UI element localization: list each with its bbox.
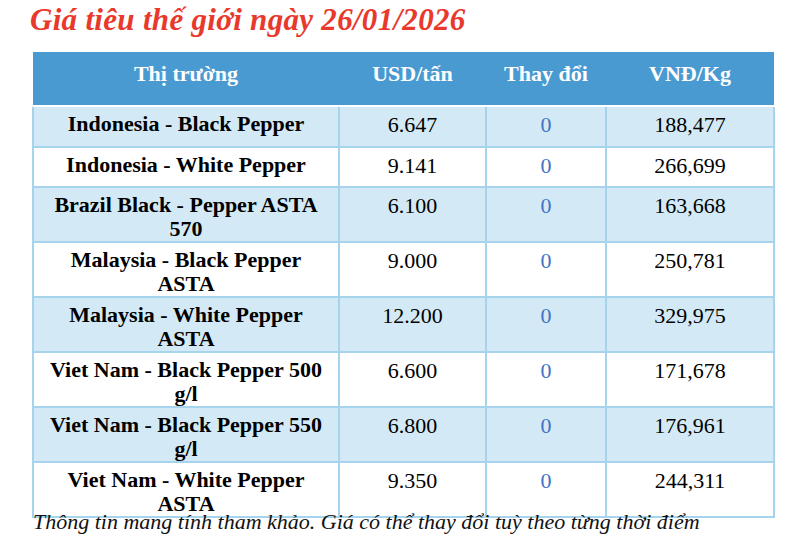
- table-row: Viet Nam - Black Pepper 550g/l 6.800 0 1…: [33, 407, 774, 462]
- usd-cell: 9.000: [339, 242, 486, 297]
- table-header-row: Thị trường USD/tấn Thay đổi VNĐ/Kg: [33, 52, 774, 106]
- change-cell: 0: [486, 407, 606, 462]
- market-name: Indonesia - Black Pepper: [36, 112, 336, 136]
- change-cell: 0: [486, 297, 606, 352]
- market-cell: Malaysia - Black PepperASTA: [33, 242, 339, 297]
- usd-cell: 6.600: [339, 352, 486, 407]
- market-cell: Indonesia - Black Pepper: [33, 106, 339, 147]
- change-cell: 0: [486, 352, 606, 407]
- usd-cell: 9.141: [339, 147, 486, 187]
- page-title: Giá tiêu thế giới ngày 26/01/2026: [30, 2, 466, 38]
- change-cell: 0: [486, 242, 606, 297]
- table-row: Indonesia - Black Pepper 6.647 0 188,477: [33, 106, 774, 147]
- market-name-line2: ASTA: [36, 272, 336, 296]
- vnd-cell: 329,975: [606, 297, 774, 352]
- table-row: Brazil Black - Pepper ASTA570 6.100 0 16…: [33, 187, 774, 242]
- vnd-cell: 163,668: [606, 187, 774, 242]
- market-name: Brazil Black - Pepper ASTA: [36, 193, 336, 217]
- market-name: Indonesia - White Pepper: [36, 153, 336, 177]
- market-name-line2: g/l: [36, 382, 336, 406]
- usd-cell: 6.800: [339, 407, 486, 462]
- market-name-line2: g/l: [36, 437, 336, 461]
- market-name-line2: 570: [36, 217, 336, 241]
- table-row: Indonesia - White Pepper 9.141 0 266,699: [33, 147, 774, 187]
- market-cell: Brazil Black - Pepper ASTA570: [33, 187, 339, 242]
- market-cell: Indonesia - White Pepper: [33, 147, 339, 187]
- pepper-price-table: Thị trường USD/tấn Thay đổi VNĐ/Kg Indon…: [32, 52, 775, 518]
- market-cell: Malaysia - White PepperASTA: [33, 297, 339, 352]
- usd-cell: 6.647: [339, 106, 486, 147]
- usd-cell: 6.100: [339, 187, 486, 242]
- vnd-cell: 171,678: [606, 352, 774, 407]
- change-cell: 0: [486, 187, 606, 242]
- usd-cell: 12.200: [339, 297, 486, 352]
- vnd-cell: 176,961: [606, 407, 774, 462]
- table-row: Malaysia - Black PepperASTA 9.000 0 250,…: [33, 242, 774, 297]
- vnd-cell: 188,477: [606, 106, 774, 147]
- table-row: Malaysia - White PepperASTA 12.200 0 329…: [33, 297, 774, 352]
- column-header-market: Thị trường: [33, 52, 339, 106]
- vnd-cell: 266,699: [606, 147, 774, 187]
- change-cell: 0: [486, 147, 606, 187]
- market-name: Viet Nam - White Pepper: [36, 468, 336, 492]
- market-name: Malaysia - Black Pepper: [36, 248, 336, 272]
- market-name-line2: ASTA: [36, 327, 336, 351]
- market-name: Malaysia - White Pepper: [36, 303, 336, 327]
- table-body: Indonesia - Black Pepper 6.647 0 188,477…: [33, 106, 774, 517]
- market-name: Viet Nam - Black Pepper 500: [36, 358, 336, 382]
- column-header-usd: USD/tấn: [339, 52, 486, 106]
- market-cell: Viet Nam - Black Pepper 500g/l: [33, 352, 339, 407]
- table-header: Thị trường USD/tấn Thay đổi VNĐ/Kg: [33, 52, 774, 106]
- market-name: Viet Nam - Black Pepper 550: [36, 413, 336, 437]
- column-header-vnd: VNĐ/Kg: [606, 52, 774, 106]
- column-header-change: Thay đổi: [486, 52, 606, 106]
- pepper-price-page: Giá tiêu thế giới ngày 26/01/2026 Thị tr…: [0, 0, 800, 550]
- market-cell: Viet Nam - Black Pepper 550g/l: [33, 407, 339, 462]
- change-cell: 0: [486, 106, 606, 147]
- disclaimer-note: Thông tin mang tính tham khảo. Giá có th…: [33, 509, 700, 535]
- vnd-cell: 250,781: [606, 242, 774, 297]
- table-row: Viet Nam - Black Pepper 500g/l 6.600 0 1…: [33, 352, 774, 407]
